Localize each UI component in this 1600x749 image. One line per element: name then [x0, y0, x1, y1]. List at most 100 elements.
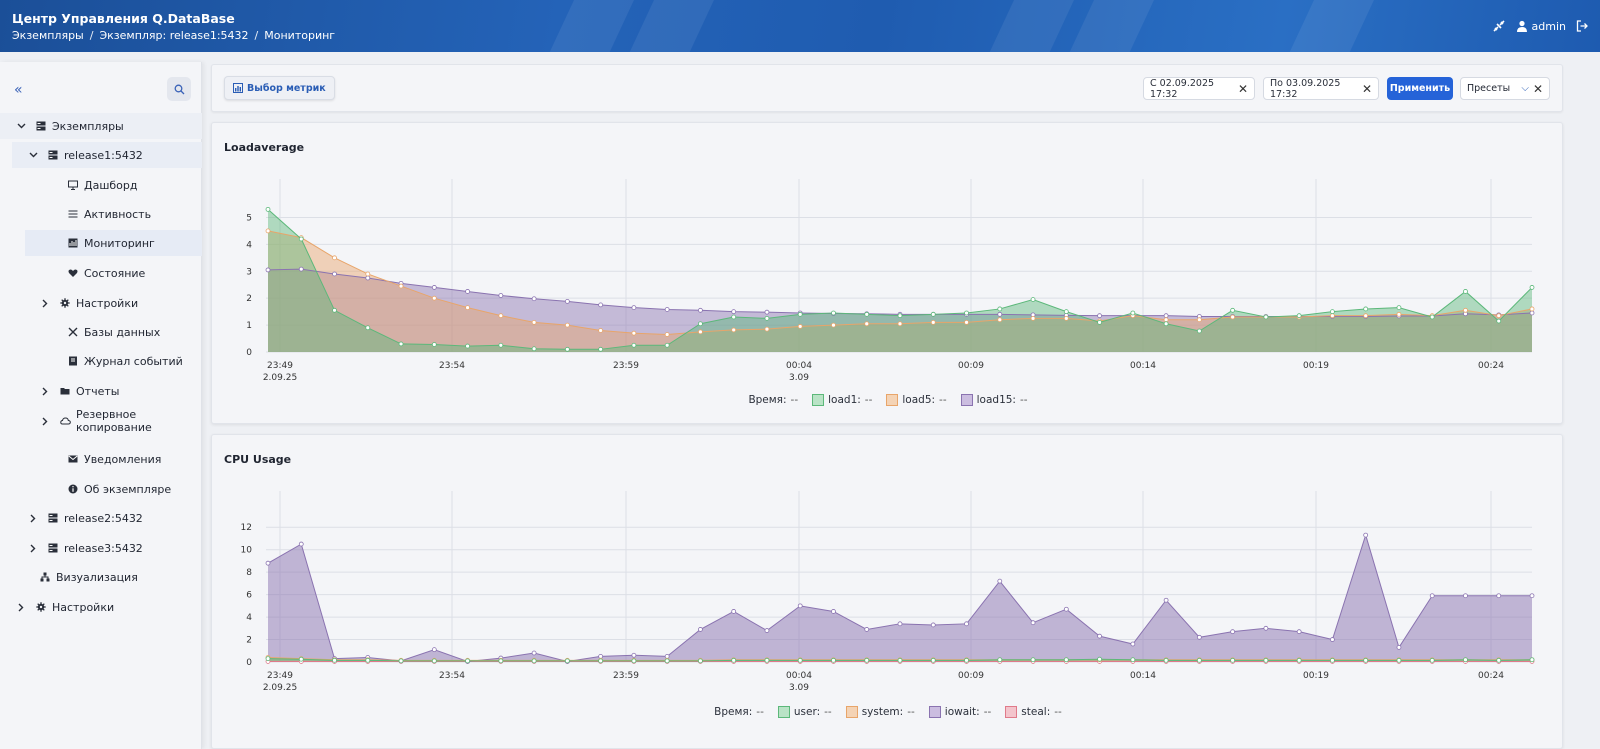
- load15-point[interactable]: [298, 266, 304, 272]
- iowait-point[interactable]: [1496, 593, 1502, 599]
- iowait-point[interactable]: [797, 603, 803, 609]
- user-point[interactable]: [631, 658, 637, 664]
- iowait-point[interactable]: [1097, 633, 1102, 639]
- iowait-point[interactable]: [964, 621, 969, 627]
- clear-presets-icon[interactable]: ✕: [1532, 81, 1543, 96]
- load1-point[interactable]: [398, 341, 404, 347]
- load5-point[interactable]: [797, 324, 803, 329]
- iowait-point[interactable]: [631, 652, 637, 658]
- iowait-point[interactable]: [265, 560, 271, 566]
- sidebar-item-15[interactable]: release3:5432: [0, 535, 202, 561]
- legend-item-load1[interactable]: load1: --: [812, 394, 872, 406]
- iowait-point[interactable]: [1296, 629, 1302, 635]
- load1-point[interactable]: [1063, 309, 1069, 315]
- breadcrumb-item-instance[interactable]: Экземпляр: release1:5432: [99, 29, 249, 42]
- load15-point[interactable]: [1163, 313, 1169, 319]
- chevron-right-icon[interactable]: [40, 387, 50, 396]
- user-point[interactable]: [598, 658, 604, 664]
- sidebar-item-14[interactable]: release2:5432: [0, 505, 202, 531]
- load1-point[interactable]: [731, 314, 737, 320]
- presets-select[interactable]: Пресеты ⌵ ✕: [1460, 77, 1550, 100]
- load15-point[interactable]: [1529, 310, 1535, 316]
- clear-date-from-icon[interactable]: ✕: [1237, 81, 1248, 96]
- user-point[interactable]: [797, 657, 803, 663]
- legend-item-load5[interactable]: load5: --: [886, 394, 947, 406]
- load1-point[interactable]: [897, 313, 903, 319]
- load5-point[interactable]: [1063, 315, 1069, 321]
- user-point[interactable]: [1097, 656, 1102, 662]
- iowait-point[interactable]: [664, 653, 670, 659]
- load5-point[interactable]: [1396, 311, 1402, 317]
- load5-point[interactable]: [1463, 307, 1468, 313]
- user-point[interactable]: [964, 657, 969, 663]
- date-to-field[interactable]: По 03.09.2025 17:32 ✕: [1263, 77, 1379, 100]
- load5-point[interactable]: [864, 321, 870, 327]
- user-point[interactable]: [1429, 657, 1435, 663]
- load5-point[interactable]: [831, 322, 836, 328]
- user-point[interactable]: [1230, 657, 1236, 663]
- load1-point[interactable]: [498, 342, 504, 348]
- load1-point[interactable]: [864, 311, 870, 317]
- user-point[interactable]: [930, 657, 936, 663]
- sidebar-item-3[interactable]: Дашборд: [0, 172, 202, 198]
- load1-point[interactable]: [1263, 314, 1269, 320]
- load5-point[interactable]: [1196, 317, 1202, 323]
- chevron-right-icon[interactable]: [16, 603, 26, 612]
- load5-point[interactable]: [531, 319, 537, 325]
- load1-point[interactable]: [1463, 289, 1468, 294]
- iowait-point[interactable]: [1529, 593, 1535, 599]
- user-point[interactable]: [398, 658, 404, 664]
- load15-point[interactable]: [564, 299, 570, 304]
- load5-point[interactable]: [465, 305, 470, 311]
- user-point[interactable]: [897, 657, 903, 663]
- iowait-point[interactable]: [1463, 593, 1468, 599]
- load1-point[interactable]: [1196, 328, 1202, 334]
- user-point[interactable]: [1163, 657, 1169, 663]
- cpu-usage-chart[interactable]: 0 2 4 6 8 10 12 23:49 2.09.25 23:54 23:59 00:04 3.09…: [212, 435, 1564, 749]
- load1-point[interactable]: [365, 325, 371, 331]
- load1-point[interactable]: [797, 311, 803, 317]
- load1-point[interactable]: [1130, 310, 1136, 316]
- iowait-point[interactable]: [1230, 629, 1236, 635]
- user-point[interactable]: [764, 657, 770, 663]
- legend-item-load15[interactable]: load15: --: [960, 394, 1028, 406]
- user-point[interactable]: [831, 657, 836, 663]
- load5-point[interactable]: [764, 326, 770, 332]
- iowait-point[interactable]: [731, 609, 737, 614]
- load1-point[interactable]: [431, 342, 437, 347]
- load1-point[interactable]: [631, 342, 637, 348]
- user-point[interactable]: [1396, 657, 1402, 663]
- user-point[interactable]: [864, 657, 870, 663]
- load15-point[interactable]: [764, 309, 770, 315]
- sidebar-item-7[interactable]: Настройки: [0, 290, 202, 316]
- date-from-field[interactable]: С 02.09.2025 17:32 ✕: [1143, 77, 1255, 100]
- iowait-point[interactable]: [897, 621, 903, 627]
- load5-point[interactable]: [1230, 314, 1236, 320]
- user-point[interactable]: [431, 658, 437, 664]
- load5-point[interactable]: [964, 319, 969, 325]
- user-point[interactable]: [698, 658, 703, 664]
- clear-date-to-icon[interactable]: ✕: [1361, 81, 1372, 96]
- user-point[interactable]: [1263, 657, 1269, 663]
- user-point[interactable]: [1030, 657, 1036, 663]
- sidebar-item-12[interactable]: Уведомления: [0, 446, 202, 472]
- load5-point[interactable]: [332, 255, 337, 261]
- legend-item-steal[interactable]: steal: --: [1005, 706, 1062, 718]
- load1-point[interactable]: [831, 310, 836, 316]
- iowait-point[interactable]: [1330, 637, 1335, 642]
- load1-point[interactable]: [698, 321, 703, 327]
- load1-point[interactable]: [265, 206, 271, 212]
- load5-point[interactable]: [1363, 313, 1369, 319]
- load1-point[interactable]: [1429, 314, 1435, 320]
- iowait-point[interactable]: [1130, 641, 1136, 647]
- logout-icon[interactable]: [1576, 20, 1588, 32]
- load15-point[interactable]: [531, 296, 537, 302]
- collapse-sidebar-button[interactable]: «: [14, 82, 23, 98]
- load1-point[interactable]: [1097, 319, 1102, 325]
- load5-point[interactable]: [265, 228, 271, 234]
- user-point[interactable]: [365, 657, 371, 663]
- iowait-point[interactable]: [831, 609, 836, 614]
- sidebar-item-13[interactable]: Об экземпляре: [0, 476, 202, 502]
- load15-point[interactable]: [698, 307, 703, 313]
- user-point[interactable]: [1529, 657, 1535, 663]
